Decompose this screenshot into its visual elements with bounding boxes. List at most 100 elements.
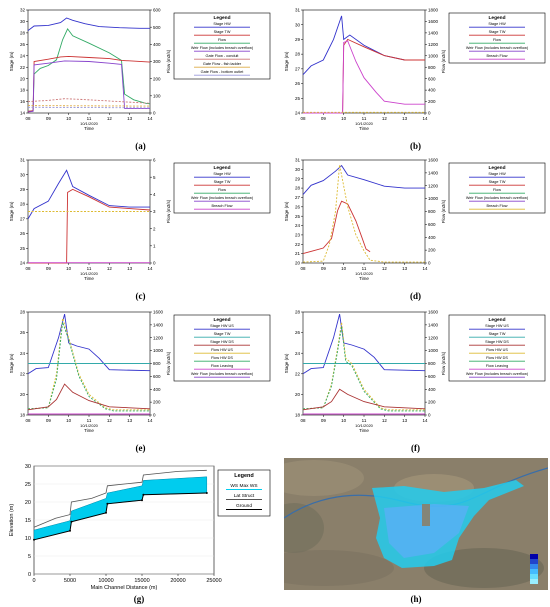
depth-legend-swatch [530,574,538,579]
x-axis-title: Main Channel Distance (m) [91,585,158,590]
y2-tick-label: 800 [153,361,161,366]
y-tick-label: 20 [295,261,301,266]
x-tick-label: 10 [66,418,72,423]
y2-tick-label: 800 [428,65,436,70]
y2-tick-label: 1800 [428,8,439,13]
legend-entry-label: Flow [218,188,226,192]
legend-entry-label: Weir Flow (includes breach overflow) [466,196,529,200]
x-axis-title: Time [359,126,369,131]
y2-tick-label: 2 [153,226,156,231]
y-tick-label: 25 [295,96,301,101]
x-tick-label: 14 [422,418,428,423]
chart-a: 14 16 18 20 22 24 26 28 30 32 0 100 200 300 400 500 600 0… [8,5,273,135]
series-line-6 [27,106,151,109]
x-tick-label: 14 [422,266,428,271]
series-line-2 [302,322,425,411]
y2-tick-label: 1600 [428,310,439,315]
legend-entry-label: Stage TW [489,30,506,34]
series-line-1 [27,28,151,112]
y2-axis-title: Flow (m3/s) [166,351,171,375]
legend-entry-label: Flow [493,188,501,192]
legend-entry-label: Gate Flow - conduit [206,54,240,58]
y-tick-label: 30 [20,172,26,177]
x-axis-title: Time [84,126,94,131]
legend-entry-label: Stage HW [488,172,506,176]
y2-tick-label: 200 [428,400,436,405]
caption-h: (h) [410,594,422,604]
y-tick-label: 21 [295,251,301,256]
x-tick-label: 15000 [134,578,149,584]
series-line-0 [302,164,425,195]
x-tick-label: 13 [402,266,408,271]
y2-tick-label: 1 [153,243,156,248]
y2-tick-label: 1400 [428,170,439,175]
y2-tick-label: 400 [153,387,161,392]
y-tick-label: 27 [295,195,301,200]
chart-g: 0 5 10 15 20 25 30 0 5000 10000 15000 20000 25000 Mai… [4,458,274,590]
plot-frame [302,9,426,114]
x-axis-title: Time [84,276,94,281]
legend-entry-label: Stage TW [214,180,231,184]
ground-point [70,520,73,523]
y2-tick-label: 0 [428,413,431,418]
y-tick-label: 24 [20,351,26,356]
legend-entry-label: Weir Flow (includes breach overflow) [191,46,254,50]
y-tick-label: 20 [295,392,301,397]
y-tick-label: 31 [20,158,26,163]
x-tick-label: 25000 [206,578,221,584]
legend-entry-label: Stage TW [214,30,231,34]
ground-point [205,492,208,494]
y-tick-label: 28 [295,310,301,315]
legend-entry-label: Stage TW [489,180,506,184]
y2-tick-label: 800 [428,361,436,366]
x-tick-label: 08 [25,116,31,121]
y-tick-label: 26 [20,330,26,335]
x-tick-label: 13 [127,418,133,423]
caption-e: (e) [135,443,146,453]
y-tick-label: 29 [295,37,301,42]
y-tick-label: 15 [25,518,31,524]
y-tick-label: 29 [295,176,301,181]
caption-d: (d) [410,291,421,301]
y-tick-label: 25 [20,246,26,251]
x-tick-label: 09 [46,418,52,423]
legend-box [173,162,271,214]
depth-legend-swatch [530,569,538,574]
x-tick-label: 20000 [170,578,185,584]
y-tick-label: 20 [20,392,26,397]
x-tick-label: 11 [362,266,367,271]
x-tick-label: 09 [46,116,52,121]
legend-box [173,314,271,382]
y2-axis-title: Flow (m3/s) [441,351,446,375]
y-tick-label: 24 [295,351,301,356]
x-tick-label: 14 [147,116,153,121]
x-tick-label: 12 [382,266,388,271]
y2-tick-label: 1600 [428,158,439,163]
x-tick-label: 12 [382,418,388,423]
terrain-patch [284,460,364,496]
legend-entry-label: Stage HW [213,172,231,176]
x-date-label: 10/1/2020 [80,271,99,276]
x-tick-label: 14 [147,266,153,271]
caption-a: (a) [135,141,146,151]
y2-tick-label: 1600 [428,19,439,24]
y-tick-label: 28 [295,186,301,191]
legend-title: Legend [213,165,230,171]
y2-tick-label: 600 [153,374,161,379]
legend-box [217,469,271,517]
y-tick-label: 24 [295,111,301,116]
series-line-4 [27,98,151,104]
legend-entry-label: Stage HW [488,22,506,26]
y-tick-label: 28 [295,52,301,57]
terrain-patch [424,548,544,588]
x-date-label: 10/1/2020 [355,423,374,428]
y-tick-label: 18 [20,88,26,93]
depth-legend-swatch [530,559,538,564]
x-tick-label: 09 [321,116,327,121]
x-tick-label: 12 [107,116,113,121]
terrain-patch [284,503,324,553]
y-tick-label: 25 [295,214,301,219]
y-axis-title: Stage (m) [284,201,289,221]
y-tick-label: 30 [295,167,301,172]
